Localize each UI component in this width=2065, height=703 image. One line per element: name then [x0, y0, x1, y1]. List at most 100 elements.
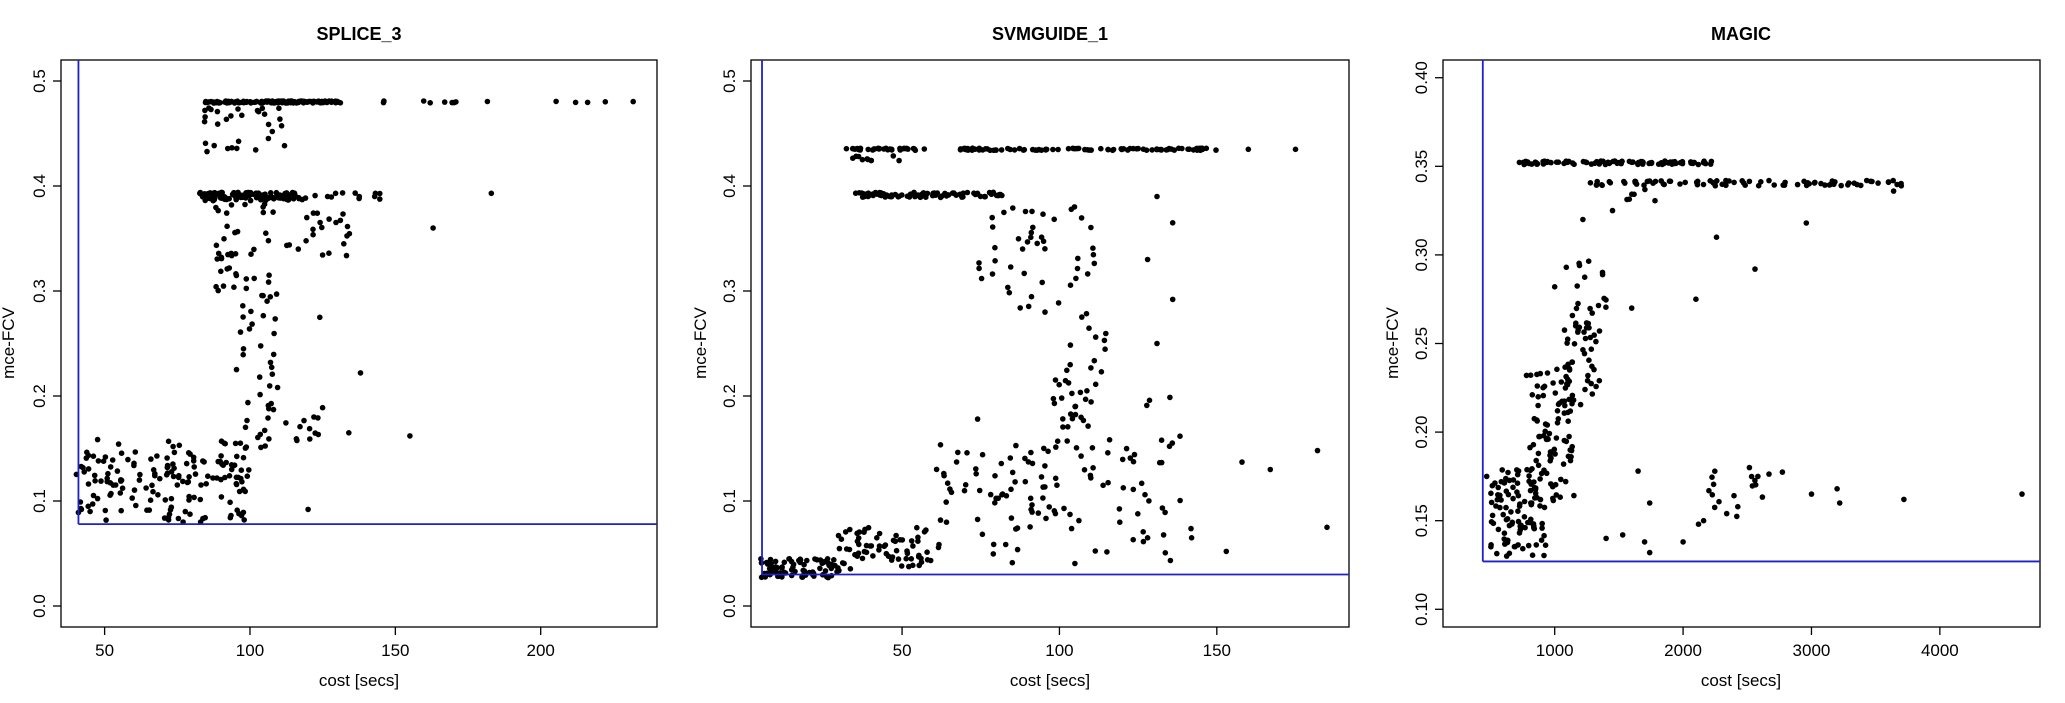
data-point — [108, 490, 114, 497]
data-point — [1550, 380, 1556, 386]
data-point — [1125, 147, 1131, 153]
data-point — [1529, 552, 1536, 558]
data-point — [228, 252, 235, 259]
data-point — [1541, 532, 1547, 539]
data-point — [1160, 532, 1167, 538]
data-point — [1082, 396, 1089, 403]
data-point — [1029, 509, 1035, 515]
data-point — [1716, 498, 1722, 505]
data-point — [1040, 484, 1046, 490]
data-point — [1084, 147, 1091, 153]
data-point — [1700, 181, 1707, 188]
data-point — [1569, 396, 1575, 403]
data-point — [1555, 416, 1562, 422]
data-point — [1803, 220, 1810, 226]
y-tick-label: 0.10 — [1412, 593, 1431, 626]
data-point — [2019, 491, 2025, 497]
data-point — [1626, 196, 1633, 202]
data-point — [420, 98, 427, 104]
data-point — [1641, 182, 1647, 188]
data-point — [1552, 451, 1558, 457]
data-point — [1010, 205, 1016, 211]
data-point — [165, 517, 172, 523]
data-point — [267, 294, 274, 300]
data-point — [1144, 256, 1151, 263]
x-axis-label: cost [secs] — [1010, 671, 1090, 690]
y-tick-label: 0.15 — [1412, 504, 1431, 537]
data-point — [214, 256, 220, 262]
data-point — [357, 370, 364, 376]
data-point — [964, 450, 970, 456]
data-point — [1090, 465, 1096, 471]
data-point — [1528, 516, 1534, 523]
data-point — [295, 246, 302, 252]
data-point — [284, 242, 290, 249]
data-point — [1609, 207, 1616, 214]
data-point — [81, 469, 87, 475]
data-point — [1666, 178, 1673, 184]
data-point — [317, 314, 323, 321]
data-point — [340, 211, 346, 217]
data-point — [1056, 381, 1062, 388]
data-point — [908, 538, 915, 544]
data-point — [1561, 327, 1568, 333]
data-point — [859, 555, 866, 562]
data-point — [1537, 476, 1543, 482]
data-point — [974, 516, 981, 523]
data-point — [1011, 147, 1018, 153]
data-point — [943, 499, 949, 505]
x-axis: 50 100 150 200 — [95, 627, 555, 660]
data-point — [998, 460, 1005, 467]
data-point — [1039, 279, 1045, 286]
data-point — [602, 99, 609, 105]
data-point — [1572, 323, 1579, 329]
x-axis-label: cost [secs] — [319, 671, 399, 690]
data-point — [319, 252, 326, 258]
data-point — [1001, 209, 1007, 216]
data-point — [1105, 146, 1111, 153]
data-point — [1516, 530, 1523, 536]
data-point — [992, 500, 998, 506]
data-point — [228, 512, 234, 519]
data-point — [1505, 469, 1511, 476]
data-point — [1013, 526, 1019, 532]
data-point — [1135, 511, 1141, 517]
data-point — [1589, 363, 1595, 370]
data-point — [1038, 147, 1045, 153]
data-point — [1098, 369, 1105, 375]
data-point — [201, 118, 208, 125]
data-point — [213, 283, 219, 290]
data-point — [1517, 523, 1523, 529]
data-point — [865, 146, 871, 153]
data-point — [804, 557, 810, 564]
data-point — [1144, 535, 1151, 541]
data-point — [1834, 486, 1840, 492]
data-point — [258, 444, 264, 451]
data-point — [214, 108, 221, 115]
data-point — [1515, 508, 1521, 514]
data-point — [1569, 400, 1575, 407]
data-point — [377, 196, 383, 202]
y-tick-label: 0.3 — [30, 279, 49, 303]
data-point — [1526, 473, 1532, 479]
data-point — [842, 529, 849, 535]
data-point — [1014, 546, 1021, 553]
data-point — [337, 217, 344, 224]
data-point — [1177, 433, 1183, 440]
data-point — [1531, 479, 1537, 485]
y-tick-label: 0.5 — [720, 69, 739, 93]
data-point — [951, 190, 957, 196]
data-point — [1526, 478, 1532, 485]
y-tick-label: 0.0 — [30, 594, 49, 618]
data-point — [1053, 444, 1059, 450]
data-point — [772, 558, 779, 565]
data-point — [244, 473, 251, 480]
data-point — [790, 564, 796, 571]
data-point — [234, 453, 240, 460]
data-point — [224, 145, 231, 152]
data-point — [839, 560, 846, 566]
data-point — [1593, 383, 1599, 390]
data-point — [1779, 469, 1786, 475]
data-point — [846, 546, 853, 553]
